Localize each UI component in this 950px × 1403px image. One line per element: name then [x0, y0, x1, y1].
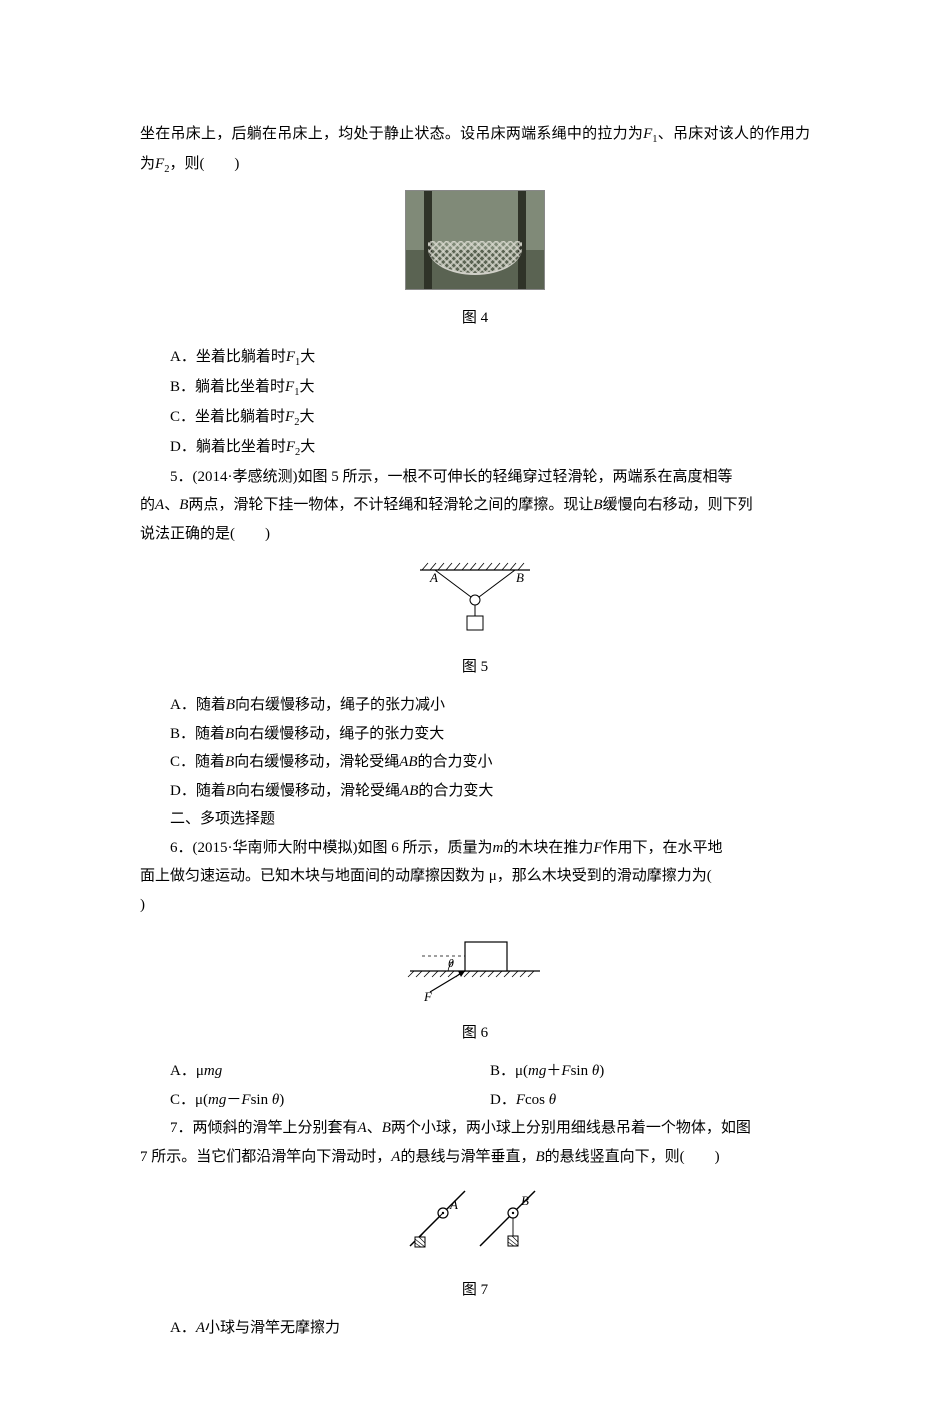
figure-6-block: θ F 图 6	[140, 929, 810, 1047]
figure-4-caption: 图 4	[140, 304, 810, 333]
hammock-net	[428, 241, 522, 275]
q6-option-d: D．Fcos θ	[490, 1086, 810, 1115]
q7-option-a: A．A小球与滑竿无摩擦力	[140, 1314, 810, 1343]
svg-text:F: F	[423, 989, 433, 1004]
q4-option-a: A．坐着比躺着时F1大	[140, 343, 810, 373]
fig5-label-a: A	[429, 570, 438, 585]
q5-line1: 5．(2014·孝感统测)如图 5 所示，一根不可伸长的轻绳穿过轻滑轮，两端系在…	[140, 463, 810, 492]
q6-options-row1: A．μmg B．μ(mg＋Fsin θ)	[140, 1057, 810, 1086]
fig5-label-b: B	[516, 570, 524, 585]
figure-6-caption: 图 6	[140, 1019, 810, 1048]
q4-text-3: ，则( )	[169, 156, 239, 172]
q4-option-c: C．坐着比躺着时F2大	[140, 403, 810, 433]
hammock-photo	[405, 190, 545, 290]
q5-line2: 的A、B两点，滑轮下挂一物体，不计轻绳和轻滑轮之间的摩擦。现让B缓慢向右移动，则…	[140, 491, 810, 520]
q6-line3: )	[140, 891, 810, 920]
figure-5-caption: 图 5	[140, 653, 810, 682]
section-2-header: 二、多项选择题	[140, 805, 810, 834]
q4-f2: F	[155, 156, 164, 172]
figure-6-diagram: θ F	[390, 929, 560, 1004]
figure-5-block: A B 图 5	[140, 558, 810, 681]
q4-option-b: B．躺着比坐着时F1大	[140, 373, 810, 403]
figure-4-block: 图 4	[140, 190, 810, 333]
q5-option-c: C．随着B向右缓慢移动，滑轮受绳AB的合力变小	[140, 748, 810, 777]
q5-option-a: A．随着B向右缓慢移动，绳子的张力减小	[140, 691, 810, 720]
q6-line1: 6．(2015·华南师大附中模拟)如图 6 所示，质量为m的木块在推力F作用下，…	[140, 834, 810, 863]
q7-line2: 7 所示。当它们都沿滑竿向下滑动时，A的悬线与滑竿垂直，B的悬线竖直向下，则( …	[140, 1143, 810, 1172]
q4-option-d: D．躺着比坐着时F2大	[140, 433, 810, 463]
q6-options-row2: C．μ(mg－Fsin θ) D．Fcos θ	[140, 1086, 810, 1115]
q6-option-c: C．μ(mg－Fsin θ)	[170, 1086, 490, 1115]
figure-7-block: A B 图 7	[140, 1181, 810, 1304]
q6-line2: 面上做匀速运动。已知木块与地面间的动摩擦因数为 μ，那么木块受到的滑动摩擦力为(	[140, 862, 810, 891]
figure-7-diagram: A B	[395, 1181, 555, 1261]
figure-5-diagram: A B	[400, 558, 550, 638]
q7-line1: 7．两倾斜的滑竿上分别套有A、B两个小球，两小球上分别用细线悬吊着一个物体，如图	[140, 1114, 810, 1143]
q4-text-1: 坐在吊床上，后躺在吊床上，均处于静止状态。设吊床两端系绳中的拉力为	[140, 126, 643, 142]
q5-option-d: D．随着B向右缓慢移动，滑轮受绳AB的合力变大	[140, 777, 810, 806]
svg-text:B: B	[521, 1193, 529, 1208]
q5-line3: 说法正确的是( )	[140, 520, 810, 549]
figure-7-caption: 图 7	[140, 1276, 810, 1305]
tree-left	[424, 191, 432, 289]
q4-intro: 坐在吊床上，后躺在吊床上，均处于静止状态。设吊床两端系绳中的拉力为F1、吊床对该…	[140, 120, 810, 180]
svg-text:θ: θ	[448, 956, 454, 970]
q6-option-b: B．μ(mg＋Fsin θ)	[490, 1057, 810, 1086]
q5-option-b: B．随着B向右缓慢移动，绳子的张力变大	[140, 720, 810, 749]
svg-text:A: A	[449, 1197, 458, 1212]
q6-option-a: A．μmg	[170, 1057, 490, 1086]
q4-f1: F	[643, 126, 652, 142]
tree-right	[518, 191, 526, 289]
